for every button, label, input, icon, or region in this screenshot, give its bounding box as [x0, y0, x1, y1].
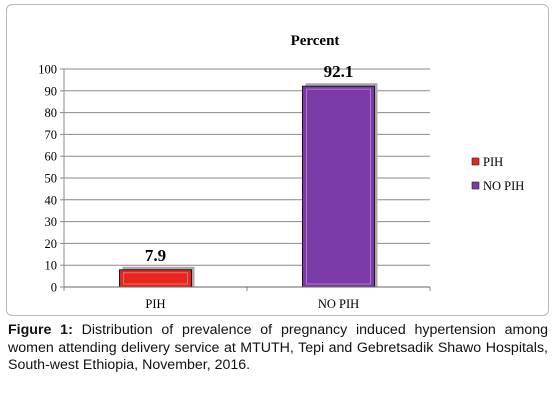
x-tick-label: PIH [145, 297, 165, 311]
chart-frame [6, 4, 549, 316]
y-tick-label: 60 [45, 150, 58, 164]
chart-title: Percent [291, 33, 340, 49]
bars: 7.9 92.1 [119, 62, 378, 288]
y-tick-label: 20 [45, 237, 58, 251]
caption-text: Distribution of prevalence of pregnancy … [8, 322, 548, 373]
legend-label: NO PIH [483, 179, 524, 193]
legend-swatch [471, 157, 480, 166]
legend-label: PIH [483, 155, 503, 169]
y-tick-label: 30 [45, 215, 58, 229]
y-tick-label: 100 [38, 63, 57, 77]
x-tick-label: NO PIH [318, 297, 359, 311]
bar-no-pih [302, 85, 375, 288]
data-label: 7.9 [145, 246, 166, 265]
y-axis-ticks: 0 10 20 30 40 50 60 70 80 90 100 [38, 63, 65, 295]
data-label: 92.1 [324, 62, 354, 81]
caption-label: Figure 1: [8, 322, 73, 338]
x-axis-ticks: PIH NO PIH [63, 286, 431, 311]
bar-bevel [123, 272, 188, 285]
bar-chart: Percent 0 10 20 30 40 50 60 70 80 90 100 7.9 92.1 P… [38, 33, 524, 311]
figure-caption: Figure 1: Distribution of prevalence of … [8, 322, 548, 375]
legend-swatch [471, 181, 480, 190]
y-tick-label: 90 [45, 84, 58, 98]
y-tick-label: 40 [45, 193, 58, 207]
bar-bevel [306, 88, 371, 285]
y-tick-label: 80 [45, 106, 58, 120]
legend: PIH NO PIH [471, 155, 524, 193]
y-tick-label: 0 [51, 281, 57, 295]
y-tick-label: 50 [45, 172, 58, 186]
y-tick-label: 10 [45, 259, 58, 273]
y-tick-label: 70 [45, 128, 58, 142]
